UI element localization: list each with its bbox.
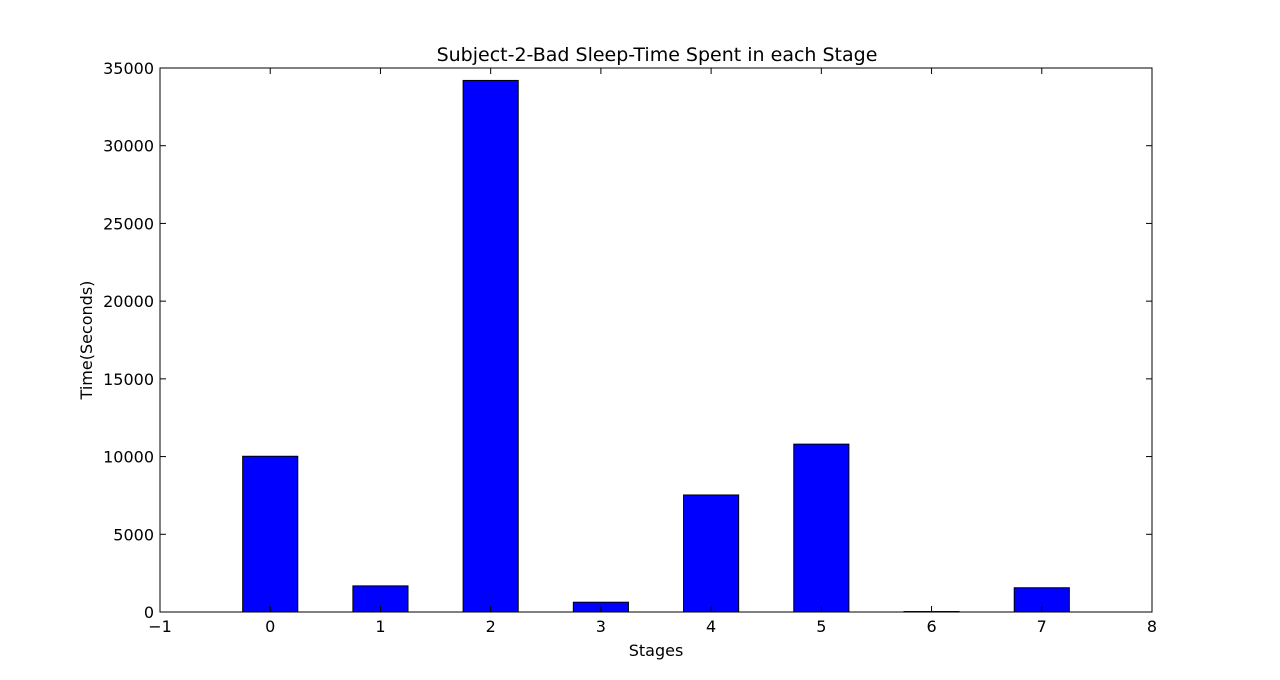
y-axis-label: Time(Seconds): [77, 281, 96, 401]
plot-frame: [159, 67, 1153, 613]
x-tick-label: 6: [926, 617, 936, 636]
y-tick-label: 25000: [103, 214, 154, 233]
bar-stage-4: [683, 494, 740, 613]
x-tick-label: 5: [816, 617, 826, 636]
y-tick-label: 15000: [103, 370, 154, 389]
y-tick-label: 5000: [113, 525, 154, 544]
y-tick-label: 35000: [103, 59, 154, 78]
x-tick-label: 4: [706, 617, 716, 636]
bar-stage-0: [242, 455, 299, 613]
x-tick-label: 2: [486, 617, 496, 636]
x-tick-label: −1: [148, 617, 172, 636]
bar-stage-5: [793, 443, 850, 613]
ticks-group: [159, 67, 1153, 613]
y-tick-label: 30000: [103, 137, 154, 156]
tick-labels-group: −1 0 1 2 3 4 5 6 7 805000100001500020000250003000…: [103, 59, 1157, 636]
bars-group: [242, 79, 1070, 613]
y-tick-label: 0: [144, 603, 154, 622]
x-tick-label: 7: [1037, 617, 1047, 636]
x-axis-label: Stages: [629, 641, 684, 660]
x-tick-label: 8: [1147, 617, 1157, 636]
x-tick-label: 0: [265, 617, 275, 636]
x-tick-label: 1: [375, 617, 385, 636]
x-tick-label: 3: [596, 617, 606, 636]
y-tick-label: 20000: [103, 292, 154, 311]
bar-stage-2: [462, 79, 519, 613]
y-tick-label: 10000: [103, 448, 154, 467]
chart-title: Subject-2-Bad Sleep-Time Spent in each S…: [437, 44, 878, 66]
